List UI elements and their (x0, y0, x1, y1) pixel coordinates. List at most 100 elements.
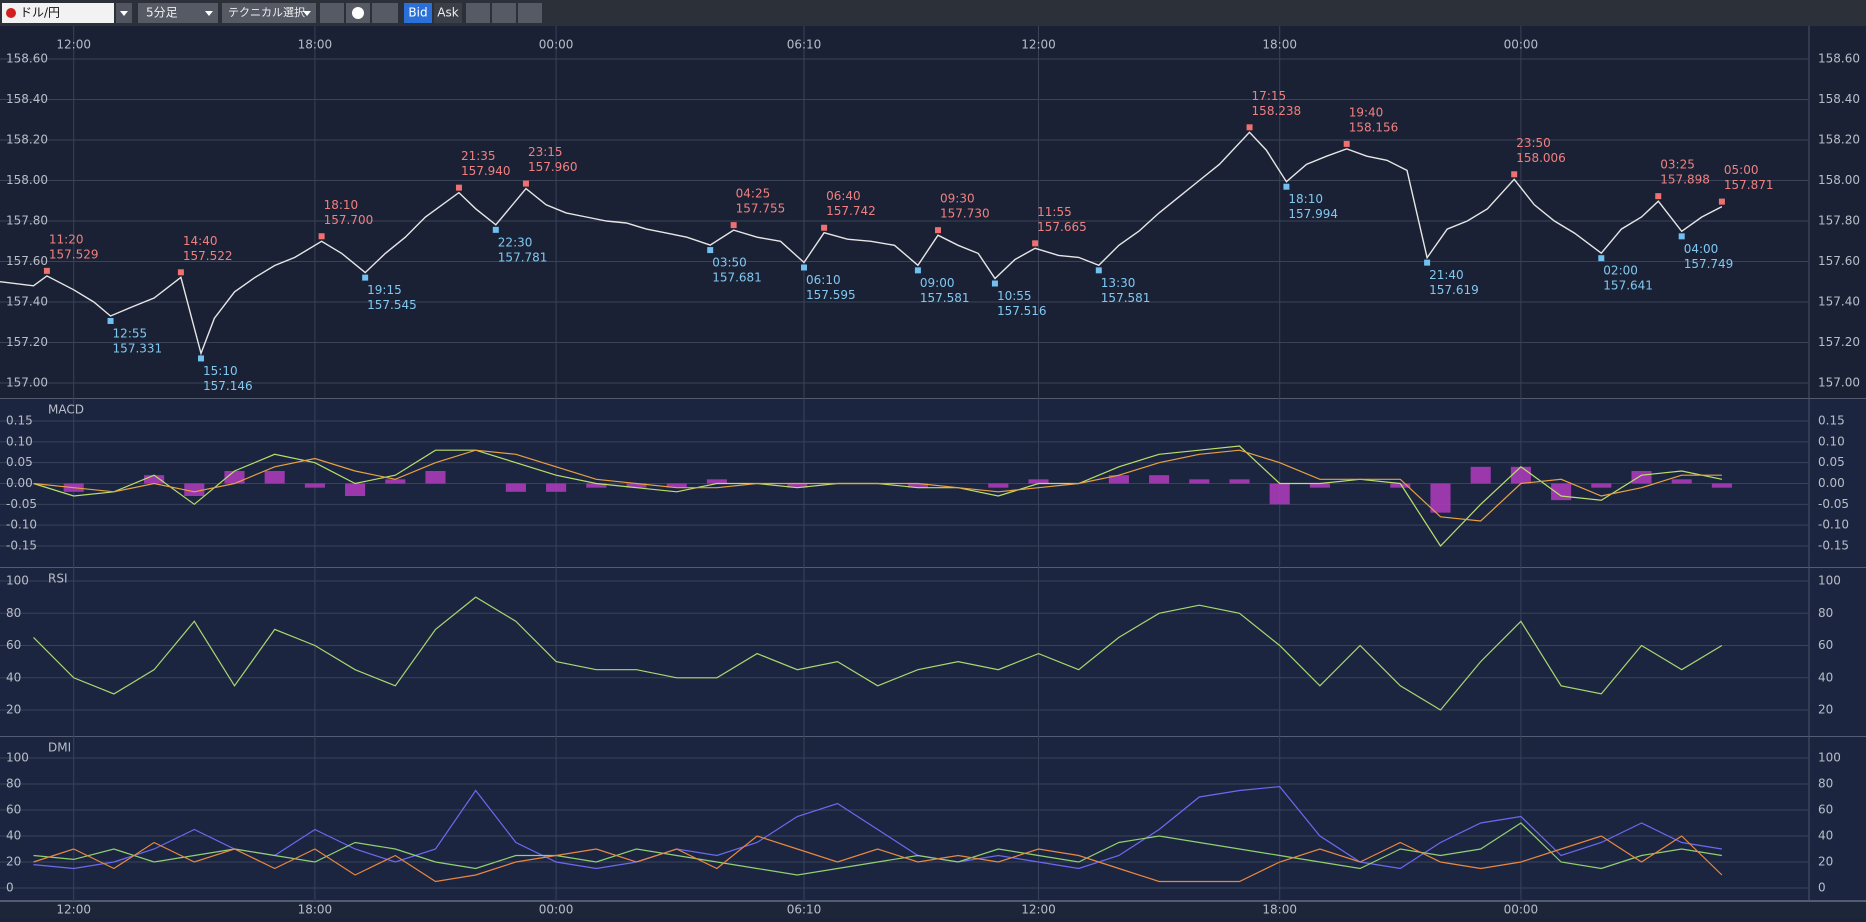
wave-button[interactable] (466, 3, 490, 23)
low-price: 157.516 (997, 304, 1047, 318)
low-price: 157.994 (1288, 207, 1338, 221)
x-tick-label: 00:00 (539, 38, 574, 52)
low-price: 157.581 (920, 291, 970, 305)
x-tick-label-bottom: 00:00 (539, 903, 574, 917)
chart-style-button[interactable] (372, 3, 398, 23)
symbol-select[interactable] (2, 3, 114, 23)
y-tick-label-right: 100 (1818, 751, 1841, 765)
panel-title: RSI (48, 572, 68, 586)
low-time: 04:00 (1684, 242, 1719, 256)
histogram-bar (787, 483, 808, 488)
ask-button[interactable] (434, 3, 462, 23)
y-tick-label: 100 (6, 751, 29, 765)
high-time: 23:15 (528, 145, 563, 159)
low-price: 157.581 (1101, 291, 1151, 305)
low-marker (801, 264, 807, 271)
histogram-bar (626, 483, 647, 488)
y-tick-label: 80 (6, 606, 21, 620)
panel-background (0, 568, 1866, 737)
y-tick-label: -0.15 (6, 539, 37, 553)
low-time: 03:50 (712, 256, 747, 270)
high-marker (935, 227, 941, 234)
high-time: 03:25 (1660, 158, 1695, 172)
histogram-bar (1711, 483, 1732, 488)
histogram-bar (184, 483, 205, 496)
bid-button[interactable] (404, 3, 432, 23)
low-marker (1424, 259, 1431, 266)
y-tick-label-right: 0 (1818, 881, 1826, 895)
low-marker (107, 317, 114, 324)
histogram-bar (1028, 479, 1049, 484)
low-time: 22:30 (498, 235, 533, 249)
flag-icon (6, 8, 16, 18)
high-time: 11:55 (1037, 205, 1072, 219)
high-time: 09:30 (940, 192, 975, 206)
y-tick-label: 158.00 (6, 173, 48, 187)
timeframe-select[interactable] (138, 3, 218, 23)
y-tick-label: 158.60 (6, 52, 48, 66)
high-price: 157.700 (324, 213, 374, 227)
high-time: 04:25 (736, 187, 771, 201)
high-marker (1343, 140, 1350, 147)
histogram-bar (546, 483, 567, 492)
low-marker (198, 355, 204, 362)
technical-select[interactable] (222, 3, 316, 23)
y-tick-label-right: 0.00 (1818, 476, 1845, 490)
series-line (33, 822, 1722, 876)
low-price: 157.146 (203, 379, 253, 393)
high-marker (318, 233, 325, 240)
y-tick-label-right: 60 (1818, 638, 1833, 652)
histogram-bar (224, 471, 245, 484)
high-price: 157.755 (736, 202, 786, 216)
low-time: 10:55 (997, 289, 1032, 303)
y-tick-label: 158.40 (6, 92, 48, 106)
y-tick-label-right: 158.60 (1818, 52, 1860, 66)
low-time: 02:00 (1603, 264, 1638, 278)
high-price: 157.529 (49, 247, 99, 261)
y-tick-label-right: 157.60 (1818, 254, 1860, 268)
low-time: 13:30 (1101, 276, 1136, 290)
time-axis (0, 901, 1866, 918)
histogram-bar (907, 483, 928, 488)
low-time: 09:00 (920, 276, 955, 290)
low-time: 15:10 (203, 364, 238, 378)
draw-button[interactable] (320, 3, 344, 23)
high-marker (730, 222, 737, 229)
x-tick-label-bottom: 00:00 (1504, 903, 1539, 917)
y-tick-label-right: -0.10 (1818, 518, 1849, 532)
y-tick-label-right: 158.40 (1818, 92, 1860, 106)
low-price: 157.641 (1603, 279, 1653, 293)
histogram-bar (1510, 466, 1531, 484)
y-tick-label-right: 157.40 (1818, 295, 1860, 309)
high-price: 157.522 (183, 249, 233, 263)
histogram-bar (1591, 483, 1612, 488)
low-price: 157.749 (1684, 257, 1734, 271)
y-tick-label: 60 (6, 803, 21, 817)
zoom-in-button[interactable] (518, 3, 542, 23)
x-tick-label-bottom: 18:00 (1262, 903, 1297, 917)
high-time: 21:35 (461, 149, 496, 163)
y-tick-label: -0.10 (6, 518, 37, 532)
low-marker (991, 280, 998, 287)
histogram-bar (666, 483, 687, 488)
series-line (33, 596, 1723, 711)
histogram-bar (1390, 483, 1411, 488)
histogram-bar (385, 479, 406, 484)
high-price: 157.960 (528, 160, 578, 174)
y-tick-label-right: 157.00 (1818, 376, 1860, 390)
zoom-out-button[interactable] (492, 3, 516, 23)
high-price: 157.940 (461, 164, 511, 178)
low-price: 157.619 (1429, 283, 1479, 297)
low-marker (1283, 183, 1290, 190)
high-price: 157.871 (1724, 178, 1774, 192)
y-tick-label-right: 80 (1818, 777, 1833, 791)
series-line (33, 449, 1722, 522)
x-tick-label-bottom: 12:00 (1021, 903, 1056, 917)
high-time: 14:40 (183, 234, 218, 248)
x-tick-label: 12:00 (1021, 38, 1056, 52)
histogram-bar (1189, 479, 1210, 484)
histogram-bar (1470, 466, 1491, 484)
high-time: 19:40 (1349, 105, 1384, 119)
